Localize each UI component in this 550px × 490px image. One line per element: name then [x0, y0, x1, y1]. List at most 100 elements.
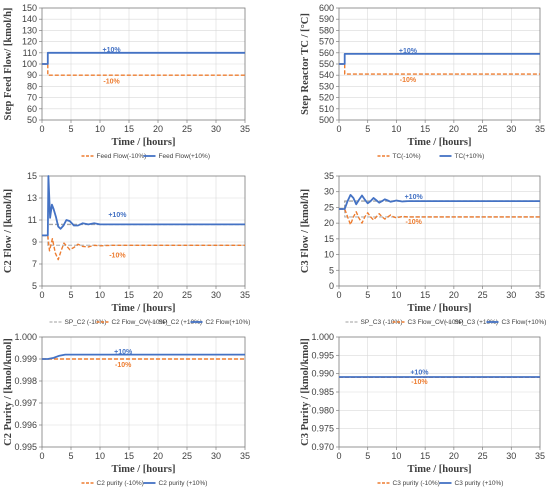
chart-panel-6: 0.970 0.975 0.980 0.985 0.990 0.995 1.000 0 5 10 1…	[300, 332, 545, 487]
y-axis-title: C2 Purity / [kmol/kmol]	[3, 338, 14, 446]
legend-label: TC(+10%)	[455, 153, 485, 160]
x-tick-label: 10	[95, 451, 105, 461]
x-tick-label: 25	[182, 451, 192, 461]
x-tick-label: 20	[449, 124, 459, 134]
series-line-1	[339, 63, 540, 75]
legend: TC(-10%) TC(+10%)	[377, 153, 485, 160]
series-line-4	[339, 194, 540, 210]
x-tick-label: 5	[68, 124, 73, 134]
y-axis-title: Step Reactor TC / [°C]	[300, 13, 311, 115]
legend-label: Feed Flow(+10%)	[159, 153, 210, 160]
x-tick-label: 30	[506, 290, 516, 300]
x-tick-label: 30	[506, 451, 516, 461]
annotation-label: -10%	[115, 362, 132, 369]
legend-label: C3 purity (-10%)	[393, 480, 440, 487]
plot-frame	[338, 175, 541, 287]
y-tick-label: 110	[23, 48, 37, 58]
x-tick-label: 35	[240, 290, 250, 300]
series-line-2	[42, 51, 245, 65]
x-tick-label: 10	[95, 124, 105, 134]
x-axis-title: Time / [hours]	[408, 303, 472, 314]
legend-label: C2 purity (-10%)	[97, 480, 144, 487]
y-tick-label: 0.985	[311, 387, 334, 397]
annotation-label: -10%	[103, 78, 120, 85]
y-tick-label: 570	[319, 37, 334, 47]
x-tick-label: 10	[95, 290, 105, 300]
legend-label: SP_C3 (+10%)	[455, 319, 499, 326]
x-tick-label: 15	[420, 290, 430, 300]
x-tick-label: 0	[39, 451, 44, 461]
y-tick-label: 5	[329, 265, 334, 275]
x-tick-label: 30	[211, 124, 221, 134]
plot-frame	[41, 336, 246, 448]
x-tick-label: 35	[240, 451, 250, 461]
chart-panel-4: 0 5 10 15 20 25 30 35 0 5 10 15 20 25 30 35 Time / [hour…	[300, 171, 546, 326]
y-axis-title: Step Feed Flow/ [kmol/h]	[3, 8, 14, 121]
y-tick-label: 13	[27, 193, 37, 203]
annotation-label: -10%	[109, 253, 126, 260]
y-tick-label: 30	[324, 187, 334, 197]
y-tick-label: 0.995	[14, 442, 37, 452]
x-tick-label: 0	[39, 124, 44, 134]
series-line-2	[339, 208, 540, 226]
x-tick-label: 15	[420, 124, 430, 134]
y-tick-label: 0.970	[311, 442, 334, 452]
x-tick-label: 25	[478, 290, 488, 300]
y-tick-label: 120	[22, 37, 37, 47]
series-line-3	[42, 223, 245, 237]
y-tick-label: 15	[324, 234, 334, 244]
annotation-label: +10%	[410, 370, 429, 377]
x-tick-label: 10	[391, 451, 401, 461]
y-axis-title: C2 Flow / [kmol/h]	[3, 189, 14, 273]
series-line-1	[339, 208, 540, 218]
y-tick-label: 0.995	[311, 350, 334, 360]
series-line-2	[42, 234, 245, 261]
y-tick-label: 100	[22, 59, 37, 69]
y-tick-label: 150	[22, 3, 37, 13]
legend-label: C3 purity (+10%)	[455, 480, 504, 487]
x-tick-label: 5	[68, 451, 73, 461]
y-axis-title: C3 Flow / [kmol/h]	[300, 189, 311, 273]
y-tick-label: 80	[27, 81, 37, 91]
plot-frame	[41, 175, 246, 287]
y-tick-label: 70	[27, 93, 37, 103]
x-axis-title: Time / [hours]	[112, 303, 176, 314]
x-tick-label: 25	[182, 124, 192, 134]
legend-label: C3 Flow(+10%)	[502, 319, 547, 326]
y-tick-label: 0.980	[311, 405, 334, 415]
y-tick-label: 5	[32, 281, 37, 291]
y-tick-label: 60	[27, 104, 37, 114]
legend: C2 purity (-10%) C2 purity (+10%)	[81, 480, 207, 487]
legend-label: TC(-10%)	[393, 153, 421, 160]
x-tick-label: 0	[39, 290, 44, 300]
y-tick-label: 50	[27, 115, 37, 125]
x-tick-label: 15	[124, 290, 134, 300]
y-tick-label: 140	[22, 14, 37, 24]
x-tick-label: 25	[182, 290, 192, 300]
x-tick-label: 35	[535, 451, 545, 461]
y-tick-label: 0.990	[311, 369, 334, 379]
x-axis-title: Time / [hours]	[408, 137, 472, 148]
y-tick-label: 0.996	[14, 420, 37, 430]
y-tick-label: 35	[324, 171, 334, 181]
x-axis-title: Time / [hours]	[112, 464, 176, 475]
legend-label: Feed Flow(-10%)	[97, 153, 147, 160]
legend-label: C2 Flow(+10%)	[206, 319, 251, 326]
legend: Feed Flow(-10%) Feed Flow(+10%)	[81, 153, 210, 160]
x-tick-label: 0	[336, 290, 341, 300]
y-tick-label: 0.997	[14, 398, 37, 408]
y-tick-label: 11	[28, 215, 37, 225]
y-tick-label: 600	[319, 3, 334, 13]
chart-panel-5: 0.995 0.996 0.997 0.998 0.999 1.000 0 5 10 15 20 25…	[3, 332, 250, 487]
series-line-1	[42, 63, 245, 76]
y-tick-label: 0	[329, 281, 334, 291]
x-tick-label: 5	[365, 124, 370, 134]
y-tick-label: 9	[32, 237, 37, 247]
x-tick-label: 0	[336, 124, 341, 134]
y-tick-label: 540	[319, 70, 334, 80]
x-tick-label: 20	[153, 290, 163, 300]
